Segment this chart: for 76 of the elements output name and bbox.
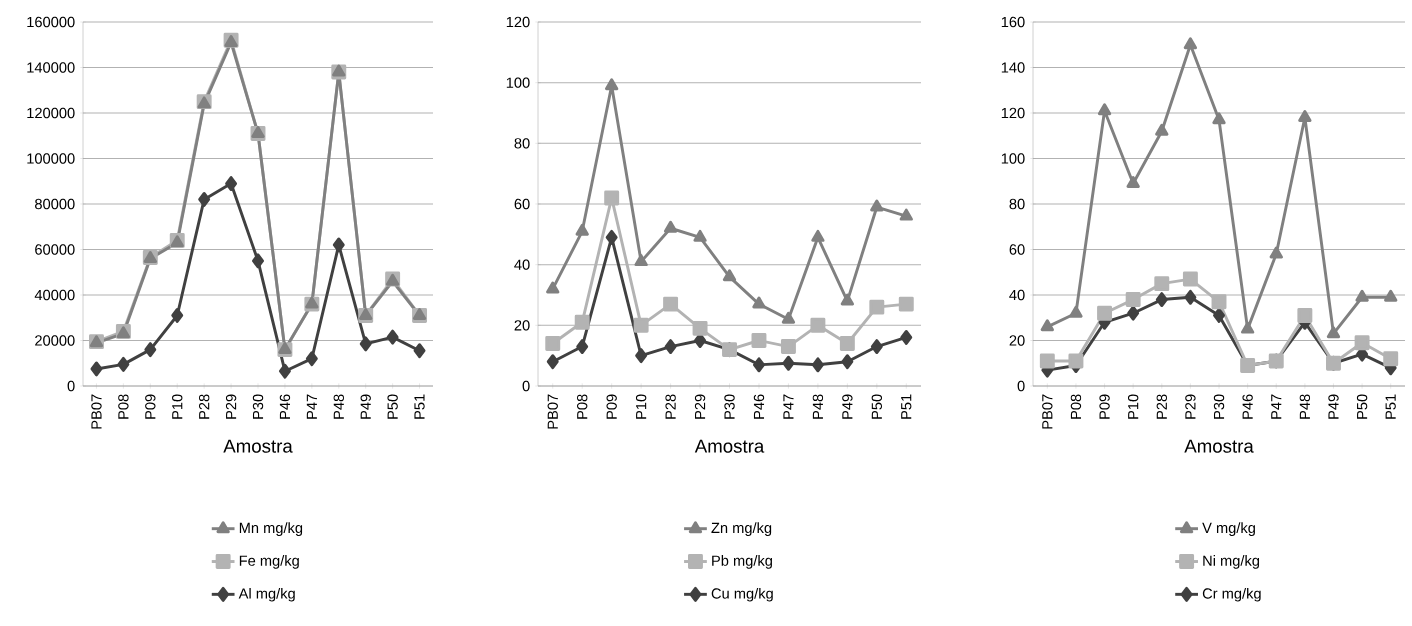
y-tick-label: 100 bbox=[1001, 153, 1025, 164]
x-tick-label: P47 bbox=[306, 394, 317, 419]
x-tick-label: P28 bbox=[665, 394, 676, 419]
y-tick-label: 80000 bbox=[35, 198, 75, 210]
legend-label: Fe mg/kg bbox=[239, 555, 299, 569]
legend-label: Pb mg/kg bbox=[712, 555, 772, 569]
x-axis-title: Amostra bbox=[694, 439, 765, 453]
y-tick-label: 160000 bbox=[27, 16, 75, 28]
y-tick-label: 40 bbox=[514, 259, 530, 270]
x-tick-label: P30 bbox=[1213, 394, 1225, 419]
y-tick-label: 140 bbox=[1001, 62, 1025, 73]
y-tick-label: 0 bbox=[1017, 380, 1025, 392]
x-tick-label: P48 bbox=[1299, 394, 1311, 419]
y-tick-label: 120 bbox=[506, 16, 530, 28]
legend-label: Al mg/kg bbox=[238, 587, 295, 602]
x-tick-label: P47 bbox=[783, 394, 794, 419]
x-tick-label: P28 bbox=[1156, 394, 1167, 419]
y-tick-label: 60000 bbox=[35, 244, 75, 255]
x-tick-label: P46 bbox=[279, 394, 291, 419]
x-tick-label: P09 bbox=[606, 394, 617, 419]
x-axis-title: Amostra bbox=[1184, 439, 1254, 453]
x-tick-label: P51 bbox=[1385, 394, 1396, 419]
y-tick-label: 60 bbox=[1009, 244, 1025, 255]
y-tick-label: 20 bbox=[1009, 335, 1025, 346]
x-tick-label: P08 bbox=[577, 394, 588, 419]
x-axis-title: Amostra bbox=[223, 439, 293, 453]
legend-label: Mn mg/kg bbox=[239, 522, 303, 536]
x-tick-label: P51 bbox=[414, 394, 425, 419]
y-tick-label: 0 bbox=[522, 380, 530, 392]
y-tick-label: 20 bbox=[514, 320, 530, 331]
x-tick-label: P50 bbox=[871, 394, 883, 419]
y-tick-label: 100 bbox=[506, 77, 530, 88]
x-tick-label: P29 bbox=[225, 394, 237, 419]
x-tick-label: P48 bbox=[812, 394, 824, 419]
x-tick-label: P49 bbox=[1328, 394, 1339, 419]
x-tick-label: P50 bbox=[1356, 394, 1368, 419]
y-tick-label: 80 bbox=[514, 138, 530, 149]
legend-label: V mg/kg bbox=[1202, 522, 1255, 536]
x-tick-label: P29 bbox=[694, 394, 706, 419]
x-tick-label: P30 bbox=[724, 394, 735, 419]
legend-label: Ni mg/kg bbox=[1203, 555, 1260, 569]
y-tick-label: 40 bbox=[1009, 289, 1025, 301]
y-tick-label: 80 bbox=[1009, 198, 1025, 210]
legend-label: Zn mg/kg bbox=[711, 522, 772, 536]
y-tick-label: 100000 bbox=[27, 153, 75, 164]
x-tick-label: P08 bbox=[1070, 394, 1082, 419]
x-tick-label: P29 bbox=[1185, 394, 1196, 419]
x-tick-label: P08 bbox=[118, 394, 129, 419]
x-tick-label: P28 bbox=[198, 394, 210, 419]
x-tick-label: P10 bbox=[1127, 394, 1139, 419]
y-tick-label: 40000 bbox=[34, 289, 75, 301]
x-tick-label: P47 bbox=[1271, 394, 1282, 419]
x-tick-label: P09 bbox=[1099, 394, 1110, 419]
x-tick-label: P51 bbox=[901, 394, 912, 419]
x-tick-label: P46 bbox=[753, 394, 765, 419]
y-tick-label: 140000 bbox=[27, 62, 75, 73]
x-tick-label: PB07 bbox=[1042, 394, 1053, 429]
x-tick-label: PB07 bbox=[91, 394, 102, 429]
x-tick-label: P50 bbox=[387, 394, 398, 419]
x-tick-label: P10 bbox=[635, 394, 647, 419]
y-tick-label: 60 bbox=[514, 198, 530, 210]
x-tick-label: P30 bbox=[252, 394, 264, 419]
x-tick-label: P09 bbox=[145, 394, 156, 419]
y-tick-label: 20000 bbox=[35, 335, 75, 346]
x-tick-label: P46 bbox=[1242, 394, 1253, 419]
y-tick-label: 0 bbox=[67, 380, 75, 392]
y-tick-label: 160 bbox=[1001, 16, 1025, 28]
y-tick-label: 120 bbox=[1001, 107, 1025, 119]
x-tick-label: P10 bbox=[172, 394, 183, 419]
legend-label: Cu mg/kg bbox=[711, 587, 773, 602]
x-tick-label: P49 bbox=[842, 394, 853, 419]
y-tick-label: 120000 bbox=[27, 107, 75, 119]
x-tick-label: P49 bbox=[360, 394, 371, 419]
x-tick-label: P48 bbox=[333, 394, 344, 419]
x-tick-label: PB07 bbox=[547, 394, 558, 429]
legend-label: Cr mg/kg bbox=[1202, 587, 1261, 602]
